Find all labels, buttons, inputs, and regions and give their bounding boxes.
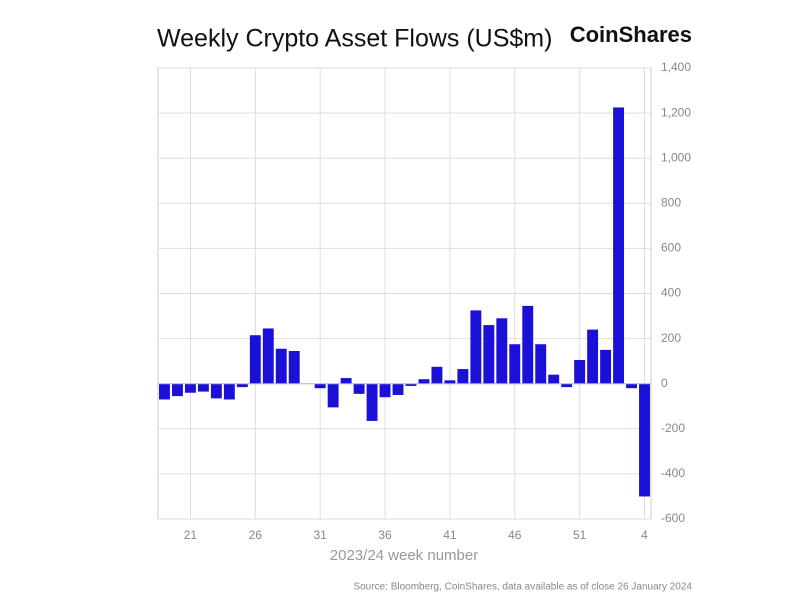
bar — [353, 383, 365, 394]
bar — [457, 369, 469, 384]
bar — [288, 351, 300, 384]
bar — [172, 383, 183, 397]
x-tick-label: 4 — [641, 528, 648, 542]
x-tick-label: 36 — [378, 528, 392, 542]
bar — [548, 374, 560, 384]
bar — [223, 383, 235, 400]
bar — [483, 325, 495, 384]
bar — [249, 335, 261, 384]
y-tick-label: 600 — [661, 241, 681, 255]
source-note: Source: Bloomberg, CoinShares, data avai… — [353, 582, 692, 593]
x-tick-label: 31 — [313, 528, 327, 542]
bar — [159, 383, 170, 400]
bar — [600, 349, 612, 384]
x-axis-label: 2023/24 week number — [330, 547, 478, 564]
bar — [509, 344, 521, 384]
bar — [470, 310, 482, 384]
bar — [275, 348, 287, 384]
bar — [184, 383, 196, 393]
y-tick-label: -600 — [661, 511, 685, 525]
y-tick-label: -400 — [661, 466, 685, 480]
bar — [574, 360, 586, 384]
chart-title: Weekly Crypto Asset Flows (US$m) — [157, 25, 552, 53]
bar — [522, 305, 534, 384]
y-tick-label: 1,000 — [661, 150, 691, 164]
x-tick-label: 41 — [443, 528, 457, 542]
bar — [639, 383, 650, 497]
bar — [431, 366, 443, 384]
bar — [327, 383, 339, 408]
y-tick-label: 0 — [661, 376, 668, 390]
y-tick-label: 400 — [661, 286, 681, 300]
bar — [392, 383, 404, 395]
bar — [626, 383, 637, 389]
y-tick-label: 1,400 — [661, 60, 691, 74]
x-tick-label: 51 — [573, 528, 587, 542]
y-tick-label: 1,200 — [661, 105, 691, 119]
bar — [262, 328, 274, 384]
bar — [405, 383, 417, 386]
bar — [418, 379, 430, 384]
x-tick-label: 21 — [184, 528, 198, 542]
bar — [379, 383, 391, 398]
x-tick-label: 46 — [508, 528, 522, 542]
bar — [340, 378, 352, 384]
bar — [444, 380, 456, 384]
bar — [210, 383, 222, 399]
bar — [535, 344, 547, 384]
bar — [587, 329, 599, 384]
bar — [197, 383, 209, 392]
bar — [236, 383, 248, 388]
y-tick-label: 200 — [661, 331, 681, 345]
bar — [314, 383, 326, 389]
bar — [366, 383, 378, 421]
bar — [613, 107, 625, 384]
brand: CoinShares — [570, 22, 692, 47]
y-tick-label: 800 — [661, 195, 681, 209]
bar — [561, 383, 573, 388]
bar — [496, 318, 508, 384]
x-tick-label: 26 — [249, 528, 263, 542]
y-tick-label: -200 — [661, 421, 685, 435]
